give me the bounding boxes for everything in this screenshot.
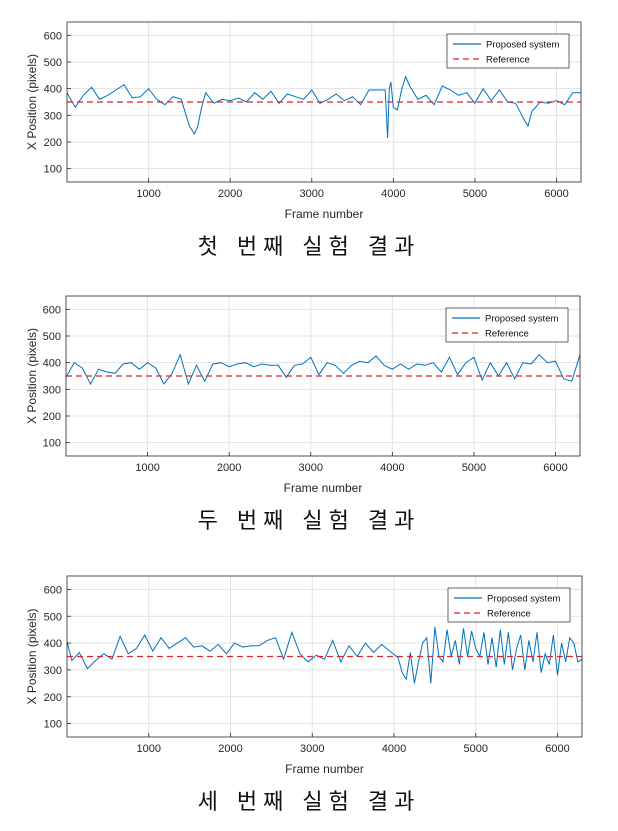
legend-box bbox=[447, 587, 571, 623]
x-tick-label: 2000 bbox=[217, 462, 241, 474]
y-tick-label: 500 bbox=[44, 57, 62, 69]
x-tick-label: 3000 bbox=[300, 743, 324, 755]
x-tick-label: 4000 bbox=[381, 188, 405, 200]
legend-label-1: Reference bbox=[486, 55, 530, 66]
legend-label-1: Reference bbox=[485, 329, 529, 340]
y-tick-label: 100 bbox=[44, 719, 62, 731]
chart-panel-1: 1000 2000 3000 4000 5000 6000 100 200 300 400 500 6… bbox=[0, 0, 618, 275]
chart-caption-1: 첫 번째 실험 결과 bbox=[197, 235, 421, 260]
series-line-proposed bbox=[66, 626, 583, 684]
chart-svg-3: 1000 2000 3000 4000 5000 6000 100 200 300 400 500 6… bbox=[25, 575, 583, 776]
series-line-proposed bbox=[65, 353, 581, 386]
x-tick-label: 1000 bbox=[136, 188, 160, 200]
chart-caption-2: 두 번째 실험 결과 bbox=[197, 509, 421, 534]
x-tick-label: 2000 bbox=[218, 743, 242, 755]
x-tick-label: 5000 bbox=[462, 462, 486, 474]
x-axis-label: Frame number bbox=[284, 481, 363, 495]
x-axis-label: Frame number bbox=[285, 762, 364, 776]
y-tick-label: 400 bbox=[44, 84, 62, 96]
y-tick-label: 300 bbox=[44, 110, 62, 122]
y-tick-label: 300 bbox=[43, 384, 61, 396]
chart-caption-3: 세 번째 실험 결과 bbox=[197, 790, 421, 815]
x-tick-label: 3000 bbox=[300, 188, 324, 200]
y-tick-label: 600 bbox=[44, 584, 62, 596]
y-tick-label: 400 bbox=[44, 638, 62, 650]
x-tick-label: 6000 bbox=[543, 462, 567, 474]
y-tick-label: 200 bbox=[44, 137, 62, 149]
legend-label-0: Proposed system bbox=[485, 314, 558, 325]
x-tick-label: 6000 bbox=[545, 743, 569, 755]
axes-box bbox=[66, 21, 582, 183]
y-axis-label: X Position (pixels) bbox=[25, 608, 39, 704]
x-tick-label: 1000 bbox=[135, 462, 159, 474]
y-tick-label: 500 bbox=[44, 611, 62, 623]
y-tick-label: 100 bbox=[44, 164, 62, 176]
x-tick-label: 1000 bbox=[137, 743, 161, 755]
x-axis-label: Frame number bbox=[285, 207, 364, 221]
chart-panel-2: 1000 2000 3000 4000 5000 6000 100 200 300 400 500 6… bbox=[0, 276, 618, 551]
chart-svg-1: 1000 2000 3000 4000 5000 6000 100 200 300 400 500 6… bbox=[25, 21, 582, 221]
legend-label-0: Proposed system bbox=[487, 594, 560, 605]
legend-box bbox=[445, 307, 569, 343]
y-tick-label: 600 bbox=[44, 30, 62, 42]
axes-box bbox=[66, 575, 583, 738]
x-tick-label: 5000 bbox=[463, 188, 487, 200]
chart-svg-2: 1000 2000 3000 4000 5000 6000 100 200 300 400 500 6… bbox=[25, 295, 581, 495]
y-tick-label: 600 bbox=[43, 304, 61, 316]
y-tick-label: 200 bbox=[44, 692, 62, 704]
x-tick-label: 4000 bbox=[380, 462, 404, 474]
series-line-proposed bbox=[66, 75, 581, 139]
legend-label-0: Proposed system bbox=[486, 40, 559, 51]
x-tick-label: 2000 bbox=[218, 188, 242, 200]
y-tick-label: 500 bbox=[43, 331, 61, 343]
y-axis-label: X Position (pixels) bbox=[25, 328, 39, 424]
y-axis-label: X Position (pixels) bbox=[25, 54, 39, 150]
x-tick-label: 3000 bbox=[299, 462, 323, 474]
x-tick-label: 4000 bbox=[382, 743, 406, 755]
x-tick-label: 5000 bbox=[463, 743, 487, 755]
y-tick-label: 300 bbox=[44, 665, 62, 677]
y-tick-label: 400 bbox=[43, 358, 61, 370]
axes-box bbox=[65, 295, 581, 457]
y-tick-label: 100 bbox=[43, 438, 61, 450]
legend-label-1: Reference bbox=[487, 609, 531, 620]
y-tick-label: 200 bbox=[43, 411, 61, 423]
legend-box bbox=[446, 33, 570, 69]
x-tick-label: 6000 bbox=[544, 188, 568, 200]
chart-panel-3: 1000 2000 3000 4000 5000 6000 100 200 300 400 500 6… bbox=[0, 556, 618, 831]
